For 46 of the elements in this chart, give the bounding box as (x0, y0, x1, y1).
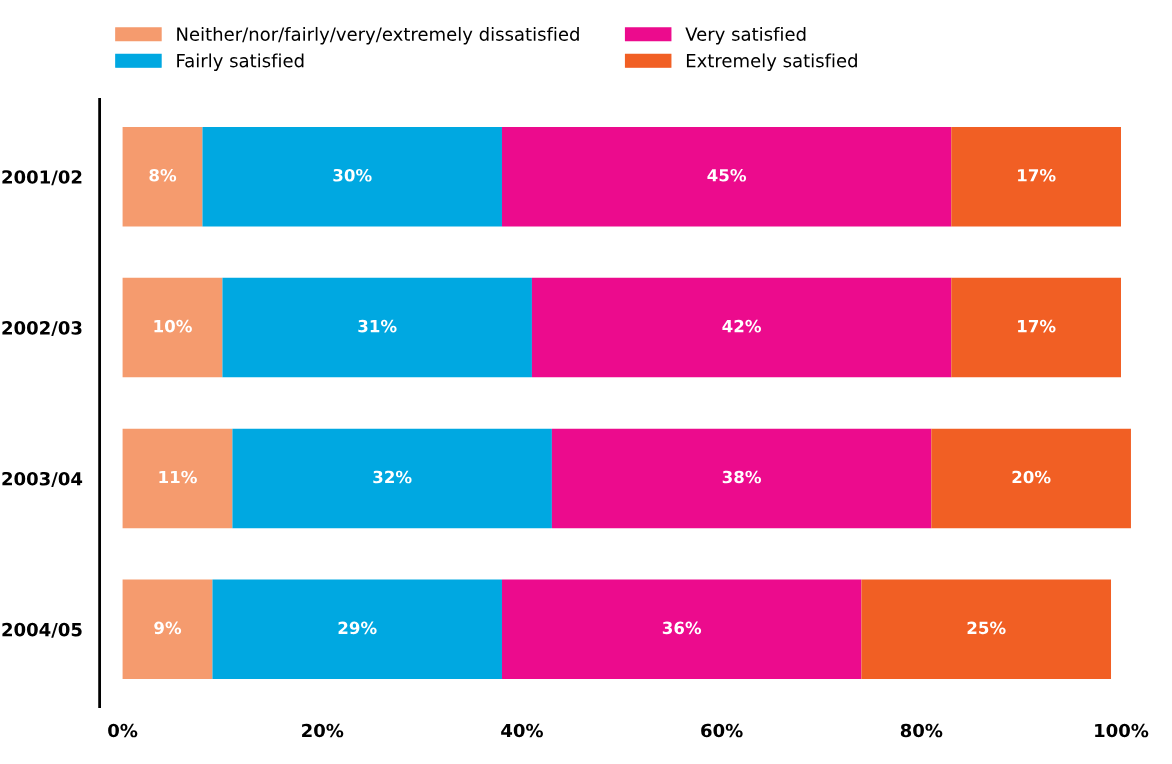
y-tick-label: 2001/02 (2, 170, 82, 186)
data-label: 31% (358, 319, 397, 333)
bar (122, 277, 223, 378)
data-label: 45% (707, 168, 747, 182)
data-label: 25% (967, 621, 1006, 635)
bar (122, 428, 233, 529)
legend-label: Very satisfied (685, 26, 806, 45)
bar (951, 126, 1121, 227)
data-label: 30% (333, 168, 372, 182)
x-tick-label: 60% (701, 723, 743, 738)
y-tick-label: 2003/04 (2, 471, 83, 487)
y-tick-label: 2004/05 (2, 622, 82, 638)
data-label: 17% (1018, 168, 1056, 182)
legend-label: Neither/nor/fairly/very/extremely dissatisfied (177, 26, 579, 45)
bar (551, 428, 932, 529)
bar (232, 428, 552, 529)
bar (951, 277, 1121, 378)
data-label: 10% (154, 319, 192, 333)
bar (861, 579, 1112, 680)
bar (501, 579, 862, 680)
data-label: 32% (373, 470, 412, 484)
data-label: 9% (154, 621, 182, 635)
bar (212, 579, 502, 680)
data-label: 42% (722, 319, 762, 333)
data-label: 29% (338, 621, 377, 635)
bar (501, 126, 952, 227)
bar (531, 277, 952, 378)
bar (222, 277, 532, 378)
x-tick-label: 40% (501, 723, 543, 738)
data-label: 38% (722, 470, 762, 484)
x-tick-label: 80% (900, 723, 943, 738)
data-label: 11% (159, 470, 197, 484)
bar (122, 126, 203, 227)
data-label: 36% (662, 621, 702, 635)
bar (931, 428, 1131, 529)
x-tick-label: 100% (1095, 723, 1149, 738)
data-label: 8% (149, 168, 177, 182)
x-tick-label: 20% (302, 723, 344, 738)
bar (122, 579, 213, 680)
x-tick-label: 0% (108, 723, 138, 738)
data-label: 17% (1018, 319, 1056, 333)
legend-label: Fairly satisfied (177, 53, 304, 71)
y-tick-label: 2002/03 (2, 321, 82, 337)
legend-label: Extremely satisfied (686, 53, 857, 71)
bar (202, 126, 502, 227)
data-label: 20% (1012, 470, 1051, 484)
